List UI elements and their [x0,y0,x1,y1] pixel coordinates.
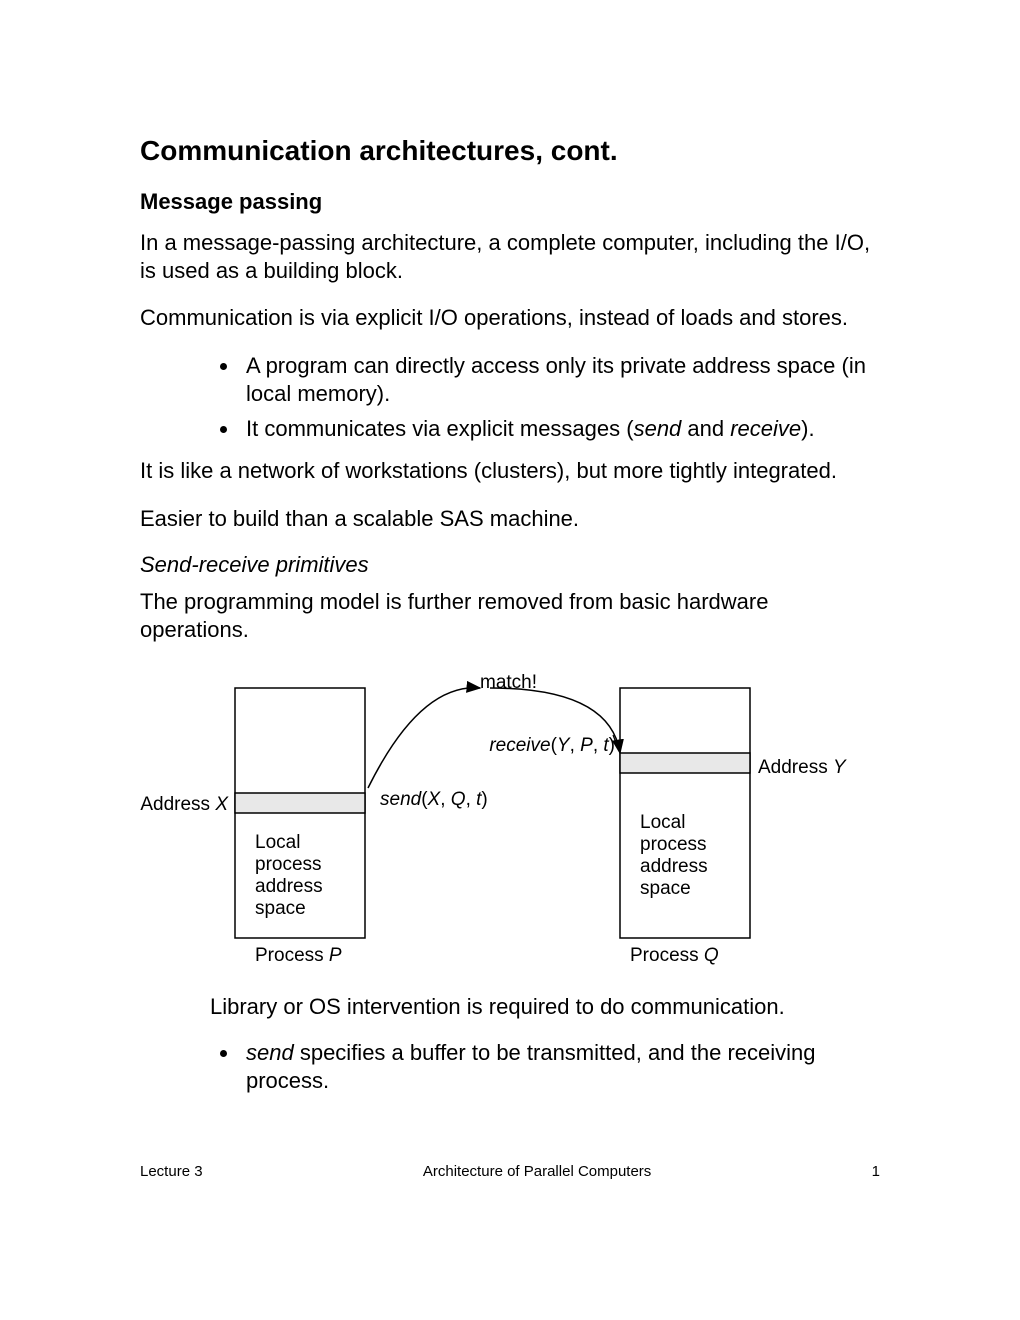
receive-call-label: receive(Y, P, t) [489,735,615,756]
page-footer: Lecture 3 Architecture of Parallel Compu… [140,1163,880,1180]
list-text: specifies a buffer to be transmitted, an… [246,1040,816,1094]
process-p-caption: Process P [255,945,342,966]
list-item: A program can directly access only its p… [240,352,880,409]
paragraph: In a message-passing architecture, a com… [140,229,880,284]
bullet-list: send specifies a buffer to be transmitte… [140,1039,880,1096]
send-call-label: send(X, Q, t) [380,789,488,810]
page-title: Communication architectures, cont. [140,135,880,167]
term-send: send [246,1040,294,1065]
send-arc [368,688,480,788]
process-q-caption: Process Q [630,945,719,966]
address-y-label: Address Y [758,757,847,778]
footer-right: 1 [872,1163,880,1180]
term-receive: receive [730,416,801,441]
address-x-label: Address X [140,794,229,815]
diagram-container: Address X Address Y Local process addres… [140,673,880,983]
list-item: It communicates via explicit messages (s… [240,415,880,444]
list-text: A program can directly access only its p… [246,353,866,407]
paragraph: Easier to build than a scalable SAS mach… [140,505,880,533]
page: Communication architectures, cont. Messa… [0,0,1020,1320]
paragraph: Communication is via explicit I/O operat… [140,304,880,332]
process-p-buffer [235,793,365,813]
process-q-buffer [620,753,750,773]
footer-center: Architecture of Parallel Computers [423,1163,651,1180]
send-receive-diagram: Address X Address Y Local process addres… [140,673,880,983]
list-item: send specifies a buffer to be transmitte… [240,1039,880,1096]
diagram-caption: Library or OS intervention is required t… [210,993,880,1021]
bullet-list: A program can directly access only its p… [140,352,880,444]
list-text: It communicates via explicit messages ( [246,416,634,441]
footer-left: Lecture 3 [140,1163,203,1180]
section-heading: Message passing [140,189,880,215]
paragraph: It is like a network of workstations (cl… [140,457,880,485]
term-send: send [634,416,682,441]
list-text: ). [801,416,814,441]
subsection-heading: Send-receive primitives [140,552,880,578]
paragraph: The programming model is further removed… [140,588,880,643]
list-text: and [681,416,730,441]
